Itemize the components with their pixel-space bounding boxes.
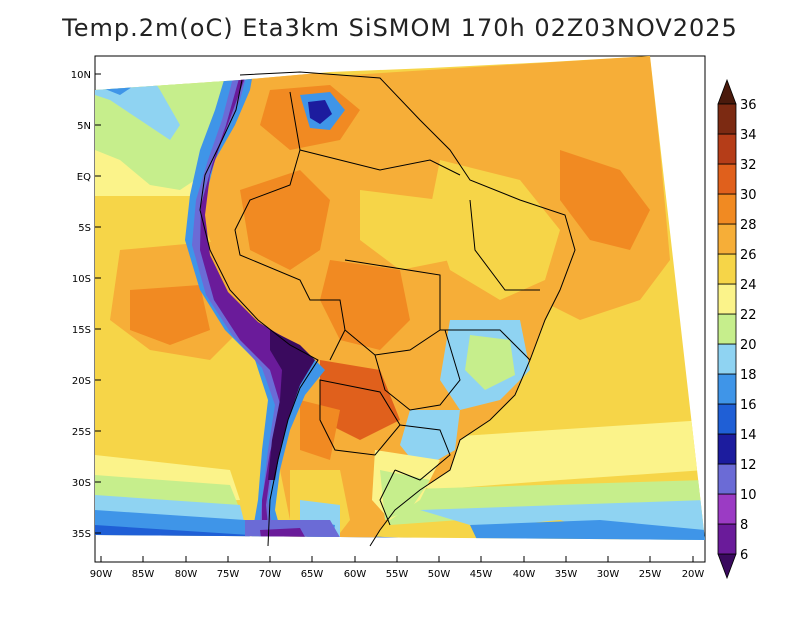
colorbar-label: 8 bbox=[740, 518, 748, 533]
lon-label: 85W bbox=[132, 569, 155, 580]
lon-label: 80W bbox=[175, 569, 198, 580]
colorbar-label: 16 bbox=[740, 398, 757, 413]
colorbar-label: 10 bbox=[740, 488, 757, 503]
lat-label: 5N bbox=[77, 121, 91, 132]
lon-label: 60W bbox=[344, 569, 367, 580]
colorbar-label: 22 bbox=[740, 308, 757, 323]
lon-label: 35W bbox=[555, 569, 578, 580]
colorbar-swatch bbox=[717, 253, 737, 285]
lat-label: 20S bbox=[72, 376, 91, 387]
colorbar-swatch bbox=[717, 463, 737, 495]
colorbar-swatch bbox=[717, 493, 737, 525]
colorbar-label: 14 bbox=[740, 428, 757, 443]
colorbar-label: 26 bbox=[740, 248, 757, 263]
country-borders bbox=[199, 71, 576, 547]
colorbar-swatch bbox=[717, 193, 737, 225]
colorbar: 6 8 10 12 14 16 18 20 22 24 26 28 30 32 34 36 bbox=[717, 78, 757, 580]
lat-labels: 10N 5N EQ 5S 10S 15S 20S 25S 30S 35S bbox=[71, 70, 91, 540]
lon-label: 20W bbox=[682, 569, 705, 580]
lon-label: 70W bbox=[259, 569, 282, 580]
colorbar-label: 18 bbox=[740, 368, 757, 383]
colorbar-swatch bbox=[717, 403, 737, 435]
colorbar-label: 30 bbox=[740, 188, 757, 203]
colorbar-label: 34 bbox=[740, 128, 757, 143]
lon-label: 55W bbox=[386, 569, 409, 580]
lon-label: 65W bbox=[301, 569, 324, 580]
colorbar-max-arrow bbox=[717, 78, 737, 105]
lat-label: 35S bbox=[72, 529, 91, 540]
lat-label: EQ bbox=[77, 172, 91, 183]
colorbar-swatch bbox=[717, 163, 737, 195]
lat-label: 10S bbox=[72, 274, 91, 285]
lon-labels: 90W 85W 80W 75W 70W 65W 60W 55W 50W 45W … bbox=[90, 569, 705, 580]
lat-label: 10N bbox=[71, 70, 91, 81]
map-title: Temp.2m(oC) Eta3km SiSMOM 170h 02Z03NOV2… bbox=[62, 14, 738, 42]
lat-label: 5S bbox=[78, 223, 91, 234]
lon-label: 25W bbox=[639, 569, 662, 580]
lon-label: 50W bbox=[428, 569, 451, 580]
colorbar-label: 6 bbox=[740, 548, 748, 563]
colorbar-min-arrow bbox=[717, 553, 737, 580]
lon-label: 45W bbox=[470, 569, 493, 580]
axis-ticks bbox=[95, 73, 694, 562]
lat-label: 15S bbox=[72, 325, 91, 336]
lat-label: 25S bbox=[72, 427, 91, 438]
colorbar-label: 32 bbox=[740, 158, 757, 173]
colorbar-swatch bbox=[717, 103, 737, 135]
colorbar-swatch bbox=[717, 343, 737, 375]
colorbar-swatch bbox=[717, 373, 737, 405]
colorbar-swatch bbox=[717, 433, 737, 465]
colorbar-swatch bbox=[717, 313, 737, 345]
lat-label: 30S bbox=[72, 478, 91, 489]
colorbar-label: 12 bbox=[740, 458, 757, 473]
colorbar-label: 20 bbox=[740, 338, 757, 353]
colorbar-label: 24 bbox=[740, 278, 757, 293]
colorbar-swatch bbox=[717, 133, 737, 165]
lon-label: 30W bbox=[597, 569, 620, 580]
colorbar-swatch bbox=[717, 523, 737, 555]
lon-label: 40W bbox=[513, 569, 536, 580]
colorbar-label: 28 bbox=[740, 218, 757, 233]
colorbar-swatch bbox=[717, 223, 737, 255]
lon-label: 75W bbox=[217, 569, 240, 580]
colorbar-label: 36 bbox=[740, 98, 757, 113]
colorbar-swatch bbox=[717, 283, 737, 315]
lon-label: 90W bbox=[90, 569, 113, 580]
